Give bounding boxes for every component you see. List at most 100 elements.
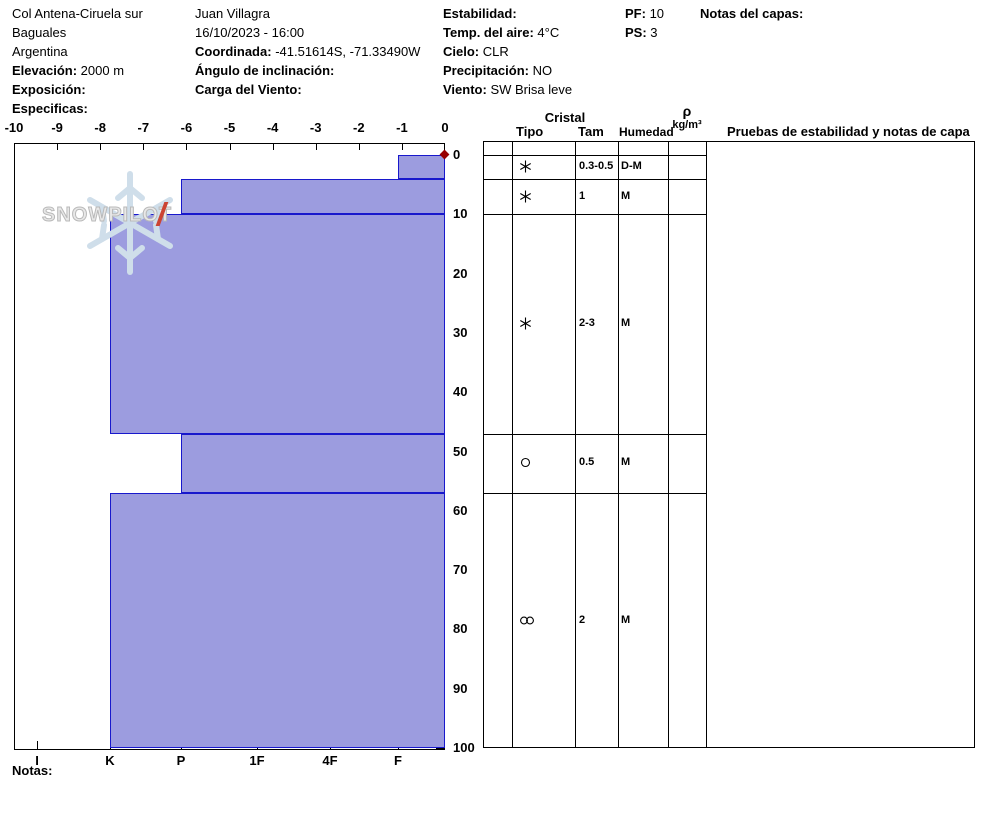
depth-axis-label: 30 xyxy=(453,324,468,340)
depth-axis-label: 60 xyxy=(453,502,468,518)
layer-humedad-value: M xyxy=(621,456,631,469)
slope-angle-label: Ángulo de inclinación: xyxy=(195,63,335,78)
layer-humedad-value: M xyxy=(621,317,631,329)
crystal-rounds-cluster-icon xyxy=(519,614,543,630)
site-name: Col Antena-Ciruela sur xyxy=(12,6,143,21)
layer-tam-value: 2-3 xyxy=(579,317,595,329)
snow-layer-bar xyxy=(110,214,445,434)
humedad-column-header: Humedad xyxy=(619,125,674,139)
depth-axis-label: 20 xyxy=(453,265,468,281)
header-layer-notes-block: Notas del capas: xyxy=(700,4,803,23)
snow-layer-bar xyxy=(398,155,445,179)
temp-axis-label: 0 xyxy=(441,120,449,135)
slope-angle-line: Ángulo de inclinación: xyxy=(195,61,420,80)
temp-axis-label: -1 xyxy=(396,120,408,135)
table-row-line xyxy=(483,493,706,494)
crystal-round-icon xyxy=(519,456,543,472)
header-weather-block: Estabilidad: Temp. del aire: 4°C Cielo: … xyxy=(443,4,572,99)
layer-tam-value: 2 xyxy=(579,613,586,626)
layers-table xyxy=(483,141,975,748)
temp-axis-tick xyxy=(401,143,403,150)
air-temp-line: Temp. del aire: 4°C xyxy=(443,23,572,42)
observer-name: Juan Villagra xyxy=(195,6,270,21)
crystal-stellar-icon xyxy=(519,160,543,176)
elevation-line: Elevación: 2000 m xyxy=(12,61,143,80)
table-row-line xyxy=(483,214,706,216)
pf-label: PF: xyxy=(625,6,646,21)
depth-axis-label: 0 xyxy=(453,147,461,162)
temp-axis-tick xyxy=(229,143,231,150)
temp-axis-label: -8 xyxy=(94,120,106,135)
crystal-stellar-icon xyxy=(519,317,543,333)
wind-line: Viento: SW Brisa leve xyxy=(443,80,572,99)
table-row-line xyxy=(483,178,706,180)
wind-loading-line: Carga del Viento: xyxy=(195,80,420,99)
depth-axis-label: 90 xyxy=(453,680,468,696)
density-symbol-header: ρ xyxy=(682,103,692,119)
sky-line: Cielo: CLR xyxy=(443,42,572,61)
snow-layer-bar xyxy=(110,493,445,748)
wind-loading-label: Carga del Viento: xyxy=(195,82,302,97)
layer-humedad-value: M xyxy=(621,613,631,626)
table-column-line xyxy=(668,141,669,748)
layer-notes-label: Notas del capas: xyxy=(700,4,803,23)
snow-layer-bar xyxy=(181,178,445,215)
depth-axis-label: 70 xyxy=(453,562,468,578)
stability-tests-column-header: Pruebas de estabilidad y notas de capa xyxy=(727,124,970,139)
tipo-column-header: Tipo xyxy=(516,124,544,139)
table-column-line xyxy=(575,141,576,748)
stability-line: Estabilidad: xyxy=(443,4,572,23)
especificas-line: Especificas: xyxy=(12,99,143,118)
temp-axis-tick xyxy=(186,143,188,150)
snow-layer-bar xyxy=(181,433,445,493)
header-location-block: Col Antena-Ciruela sur Baguales Argentin… xyxy=(12,4,143,118)
temp-axis-label: -2 xyxy=(353,120,365,135)
depth-axis-label: 80 xyxy=(453,621,468,637)
snowflake-logo-icon xyxy=(87,171,173,275)
temp-axis-tick xyxy=(272,143,274,150)
density-unit-header: kg/m³ xyxy=(672,119,702,131)
temp-axis-label: -7 xyxy=(137,120,150,135)
precip-line: Precipitación: NO xyxy=(443,61,572,80)
table-column-line xyxy=(706,141,707,748)
header-scores-block: PF: 10 PS: 3 xyxy=(625,4,664,42)
depth-axis-label: 100 xyxy=(453,740,475,755)
temp-axis-label: -5 xyxy=(223,120,236,135)
exposicion-line: Exposición: xyxy=(12,80,143,99)
crystal-stellar-icon xyxy=(519,190,543,206)
ps-value: 3 xyxy=(650,25,658,40)
notas-label: Notas: xyxy=(12,763,53,778)
wind-value: SW Brisa leve xyxy=(490,82,573,97)
site-country: Argentina xyxy=(12,44,68,59)
wind-label: Viento: xyxy=(443,82,487,97)
exposicion-label: Exposición: xyxy=(12,82,86,97)
snowpilot-watermark: SNOWPILOT xyxy=(41,168,182,283)
temp-axis-tick xyxy=(100,143,102,150)
temp-axis-tick xyxy=(444,143,445,150)
layer-humedad-value: M xyxy=(621,189,631,202)
depth-axis-label: 50 xyxy=(453,443,468,459)
hardness-axis-label: P xyxy=(176,753,186,768)
temp-axis-label: -9 xyxy=(51,120,63,135)
table-column-line xyxy=(512,141,513,748)
watermark-text: SNOWPILOT xyxy=(41,204,173,227)
sky-value: CLR xyxy=(482,44,509,59)
air-temp-value: 4°C xyxy=(537,25,560,40)
elevation-value: 2000 m xyxy=(80,63,125,78)
depth-axis-label: 40 xyxy=(453,384,468,400)
temp-axis-label: -3 xyxy=(309,120,322,135)
table-column-line xyxy=(618,141,619,748)
table-row-line xyxy=(483,155,706,156)
cristal-column-header: Cristal xyxy=(544,110,586,125)
temp-axis-tick xyxy=(358,143,360,150)
pit-datetime: 16/10/2023 - 16:00 xyxy=(195,25,305,40)
coordinates-label: Coordinada: xyxy=(195,44,272,59)
precip-label: Precipitación: xyxy=(443,63,529,78)
layer-tam-value: 0.3-0.5 xyxy=(579,159,614,172)
temp-axis-label: -10 xyxy=(4,120,24,135)
precip-value: NO xyxy=(532,63,553,78)
tam-column-header: Tam xyxy=(578,124,604,139)
hardness-axis-label: F xyxy=(394,753,402,768)
table-row-line xyxy=(483,433,706,435)
